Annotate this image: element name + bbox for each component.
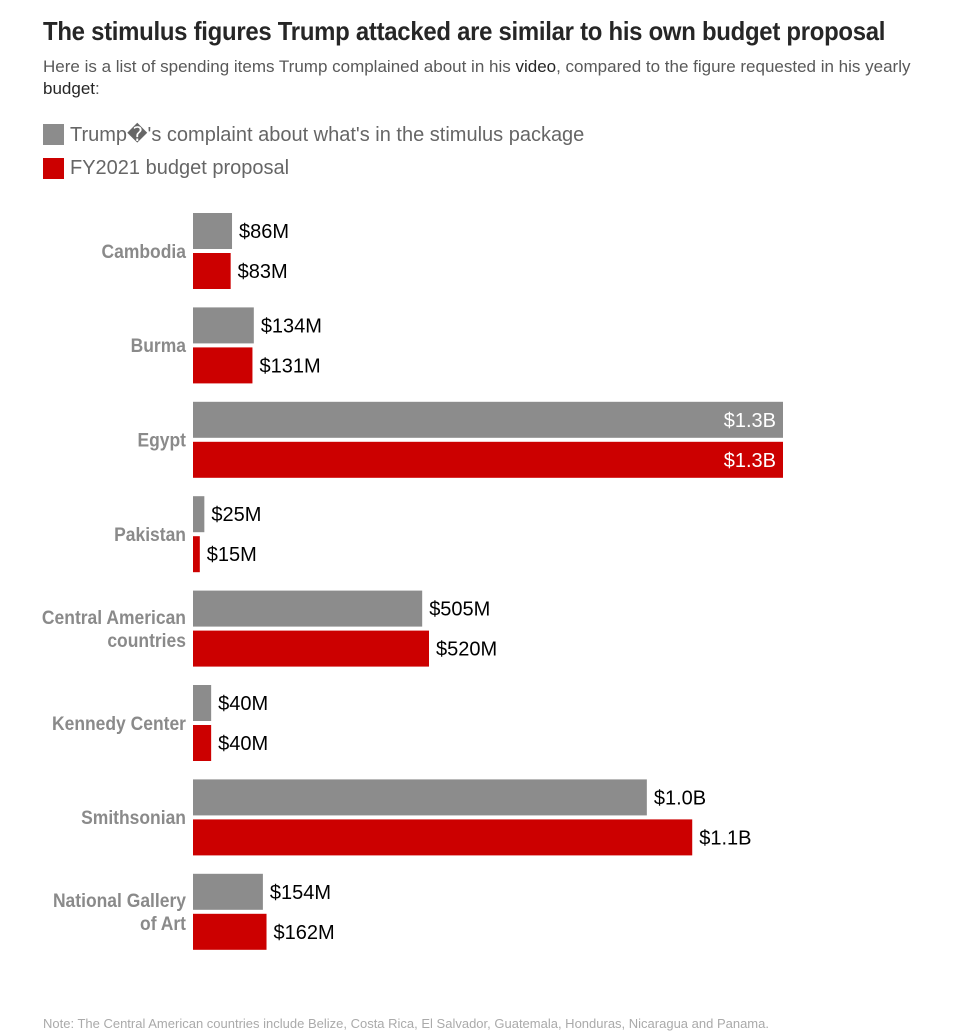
chart-subtitle: Here is a list of spending items Trump c… (43, 56, 923, 100)
category-label-national-gallery-of-art-line-2: of Art (140, 912, 186, 934)
legend-swatch-complaint (43, 123, 64, 145)
value-label-budget-burma: $131M (259, 355, 320, 377)
value-label-budget-cambodia: $83M (238, 261, 288, 283)
video-link[interactable]: video (515, 57, 557, 76)
value-label-complaint-burma: $134M (261, 315, 322, 337)
subtitle-text-2: , compared to the figure requested in hi… (556, 57, 911, 76)
subtitle-text-3: : (95, 79, 100, 98)
category-label-burma: Burma (131, 334, 187, 356)
bar-budget-smithsonian (193, 819, 693, 856)
category-label-central-american-countries-line-2: countries (107, 629, 186, 651)
budget-link[interactable]: budget (43, 79, 95, 98)
bar-complaint-pakistan (193, 496, 205, 533)
value-label-complaint-national-gallery-of-art: $154M (270, 882, 331, 904)
bar-budget-central-american-countries (193, 630, 429, 667)
bar-complaint-burma (193, 307, 254, 344)
category-label-national-gallery-of-art-line-1: National Gallery (53, 889, 187, 911)
category-label-cambodia: Cambodia (102, 240, 187, 262)
legend-label-budget: FY2021 budget proposal (70, 156, 290, 179)
bar-budget-burma (193, 347, 253, 384)
bar-budget-national-gallery-of-art (193, 913, 267, 950)
bar-budget-egypt (193, 441, 783, 478)
category-label-central-american-countries-line-1: Central American (42, 606, 186, 628)
legend-item-budget: FY2021 budget proposal (43, 155, 584, 181)
bar-complaint-kennedy-center (193, 685, 212, 721)
value-label-budget-pakistan: $15M (207, 544, 257, 566)
bar-budget-kennedy-center (193, 725, 212, 761)
bar-complaint-egypt (193, 401, 783, 438)
value-label-complaint-pakistan: $25M (211, 504, 261, 526)
category-label-egypt: Egypt (137, 429, 186, 451)
value-label-complaint-central-american-countries: $505M (429, 599, 490, 621)
value-label-budget-smithsonian: $1.1B (699, 827, 751, 849)
legend-label-complaint: Trump�'s complaint about what's in the s… (70, 123, 585, 146)
category-label-pakistan: Pakistan (114, 523, 186, 545)
legend-item-complaint: Trump�'s complaint about what's in the s… (43, 121, 584, 147)
value-label-budget-egypt: $1.3B (724, 450, 776, 472)
category-label-kennedy-center: Kennedy Center (52, 712, 186, 734)
value-label-complaint-kennedy-center: $40M (218, 693, 268, 715)
bar-budget-pakistan (193, 536, 200, 573)
chart-title: The stimulus figures Trump attacked are … (43, 16, 886, 46)
value-label-complaint-egypt: $1.3B (724, 410, 776, 432)
category-label-smithsonian: Smithsonian (81, 806, 186, 828)
bar-complaint-central-american-countries (193, 590, 423, 627)
chart-legend: Trump�'s complaint about what's in the s… (43, 121, 584, 189)
bar-complaint-smithsonian (193, 779, 647, 816)
bar-complaint-national-gallery-of-art (193, 873, 263, 910)
bar-budget-cambodia (193, 253, 231, 289)
value-label-budget-central-american-countries: $520M (436, 639, 497, 661)
value-label-complaint-cambodia: $86M (239, 221, 289, 243)
bar-complaint-cambodia (193, 213, 233, 249)
value-label-budget-kennedy-center: $40M (218, 733, 268, 755)
value-label-complaint-smithsonian: $1.0B (654, 787, 706, 809)
value-label-budget-national-gallery-of-art: $162M (274, 922, 335, 944)
subtitle-text-1: Here is a list of spending items Trump c… (43, 57, 516, 76)
legend-swatch-budget (43, 157, 64, 179)
